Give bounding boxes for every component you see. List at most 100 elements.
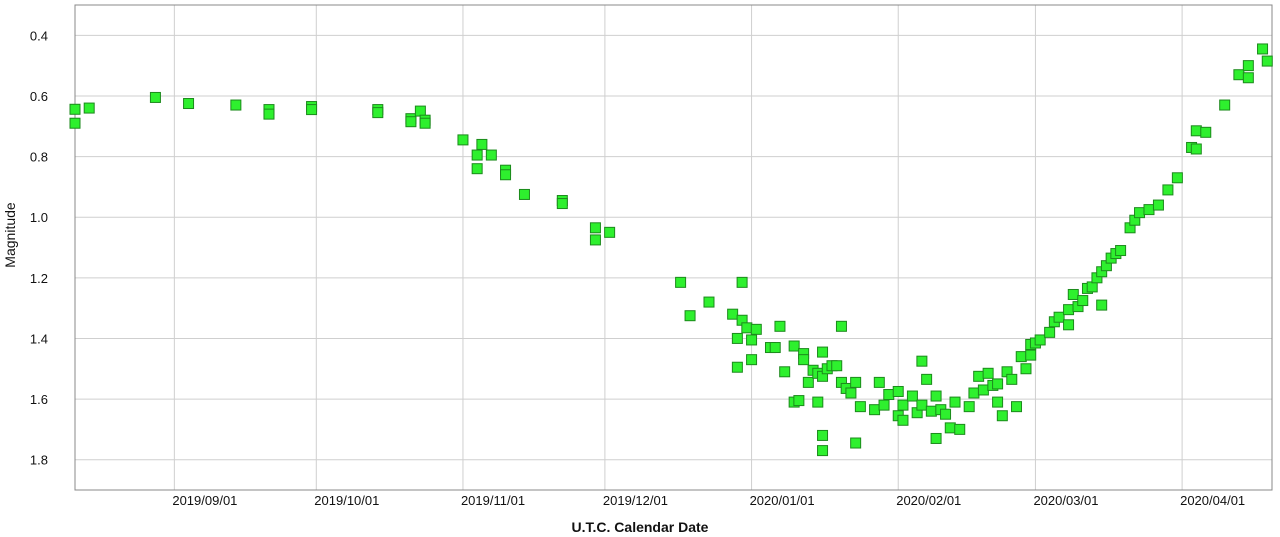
data-point: [1011, 401, 1023, 413]
data-point: [949, 396, 961, 408]
y-tick-label: 1.0: [30, 210, 48, 225]
data-point: [921, 373, 933, 385]
data-point: [750, 323, 762, 335]
data-point: [1257, 43, 1269, 55]
data-point: [878, 399, 890, 411]
data-point: [306, 104, 318, 116]
data-point: [798, 354, 810, 366]
plot-frame: [74, 4, 1273, 491]
data-point: [812, 396, 824, 408]
data-point: [518, 188, 530, 200]
data-point: [675, 276, 687, 288]
data-point: [703, 296, 715, 308]
data-point: [930, 432, 942, 444]
data-point: [69, 103, 81, 115]
data-point: [589, 222, 601, 234]
x-tick-label: 2019/11/01: [461, 493, 525, 508]
data-point: [1020, 363, 1032, 375]
data-point: [684, 310, 696, 322]
x-tick-label: 2020/03/01: [1033, 493, 1098, 508]
data-point: [944, 422, 956, 434]
data-point: [731, 332, 743, 344]
data-point: [741, 322, 753, 334]
data-point: [500, 169, 512, 181]
data-point: [1200, 126, 1212, 138]
data-point: [930, 390, 942, 402]
data-point: [854, 401, 866, 413]
data-point: [1261, 55, 1273, 67]
data-point: [83, 102, 95, 114]
data-point: [1219, 99, 1231, 111]
data-point: [883, 389, 895, 401]
data-point: [1190, 143, 1202, 155]
data-point: [476, 138, 488, 150]
data-point: [906, 390, 918, 402]
data-point: [774, 320, 786, 332]
data-point: [471, 163, 483, 175]
y-tick-label: 0.8: [30, 150, 48, 165]
data-point: [1025, 349, 1037, 361]
y-tick-label: 1.2: [30, 271, 48, 286]
data-point: [736, 276, 748, 288]
y-tick-label: 1.8: [30, 453, 48, 468]
x-tick-label: 2020/04/01: [1180, 493, 1245, 508]
data-point: [604, 226, 616, 238]
data-point: [817, 445, 829, 457]
data-point: [779, 366, 791, 378]
data-point: [1242, 72, 1254, 84]
data-point: [916, 355, 928, 367]
y-axis-label: Magnitude: [2, 202, 18, 268]
data-point: [850, 376, 862, 388]
data-point: [1134, 207, 1146, 219]
data-point: [817, 346, 829, 358]
data-point: [925, 405, 937, 417]
data-point: [1143, 204, 1155, 216]
data-point: [1233, 69, 1245, 81]
data-point: [788, 340, 800, 352]
x-axis-label: U.T.C. Calendar Date: [572, 519, 709, 535]
data-point: [1034, 334, 1046, 346]
data-point: [892, 385, 904, 397]
data-point: [982, 367, 994, 379]
data-point: [372, 107, 384, 119]
data-point: [973, 370, 985, 382]
data-point: [850, 437, 862, 449]
data-point: [845, 387, 857, 399]
x-tick-label: 2019/12/01: [603, 493, 668, 508]
data-point: [1190, 125, 1202, 137]
x-tick-label: 2019/10/01: [314, 493, 379, 508]
data-point: [419, 117, 431, 129]
data-point: [996, 410, 1008, 422]
data-point: [1162, 184, 1174, 196]
x-tick-label: 2020/02/01: [896, 493, 961, 508]
data-point: [940, 408, 952, 420]
data-point: [992, 378, 1004, 390]
data-point: [263, 108, 275, 120]
data-point: [817, 429, 829, 441]
data-point: [835, 320, 847, 332]
data-point: [873, 376, 885, 388]
data-point: [831, 360, 843, 372]
data-point: [1063, 319, 1075, 331]
data-point: [1044, 326, 1056, 338]
y-tick-label: 1.4: [30, 331, 48, 346]
data-point: [1115, 245, 1127, 257]
data-point: [414, 105, 426, 117]
data-point: [869, 404, 881, 416]
data-point: [802, 376, 814, 388]
data-point: [471, 149, 483, 161]
y-tick-label: 0.6: [30, 89, 48, 104]
data-point: [731, 361, 743, 373]
x-tick-label: 2020/01/01: [750, 493, 815, 508]
data-point: [746, 354, 758, 366]
data-point: [897, 414, 909, 426]
data-point: [769, 342, 781, 354]
data-point: [963, 401, 975, 413]
data-point: [405, 116, 417, 128]
x-tick-label: 2019/09/01: [172, 493, 237, 508]
data-point: [1015, 351, 1027, 363]
data-point: [977, 384, 989, 396]
